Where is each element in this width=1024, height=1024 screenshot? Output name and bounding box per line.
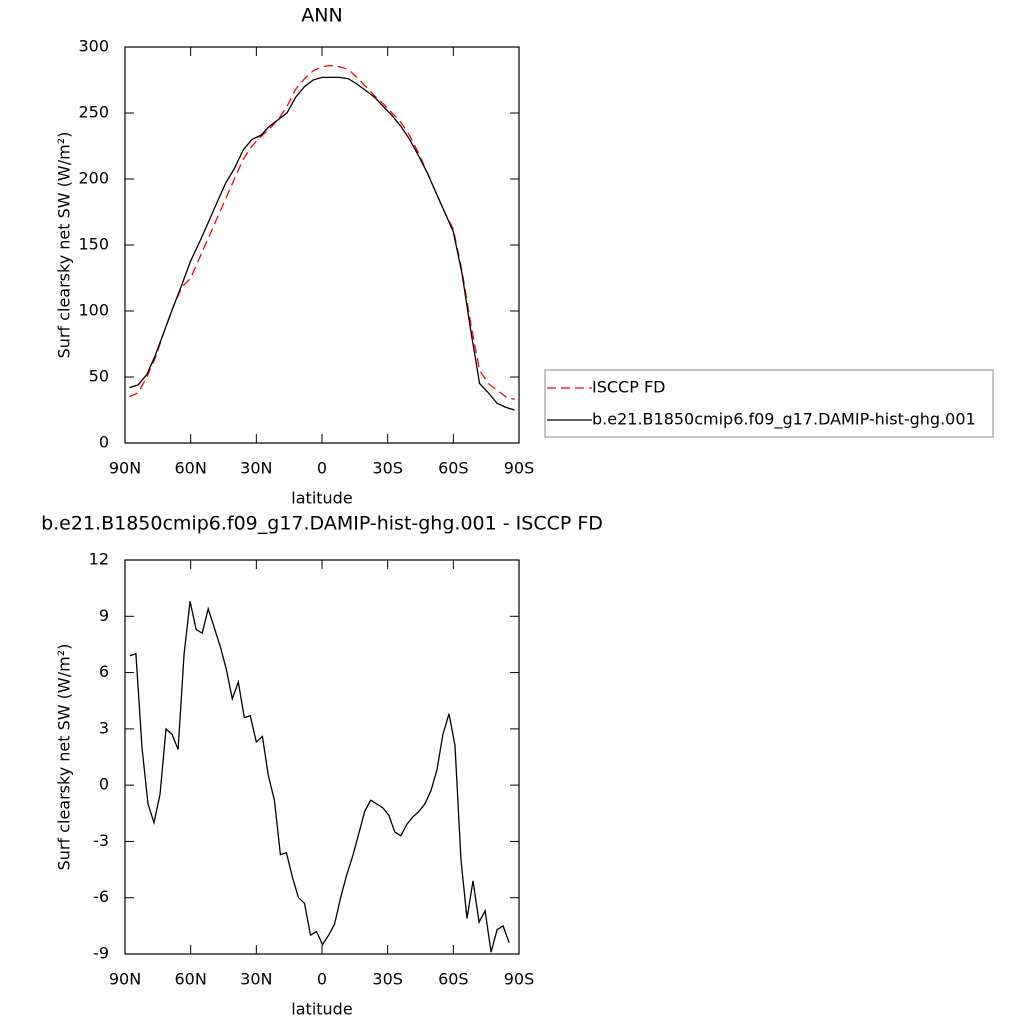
x-tick-label: 60N (175, 970, 207, 989)
x-tick-label: 0 (317, 970, 327, 989)
x-tick-label: 30N (240, 459, 272, 478)
legend-label: b.e21.B1850cmip6.f09_g17.DAMIP-hist-ghg.… (592, 410, 976, 430)
x-tick-label: 90N (109, 970, 141, 989)
x-tick-label: 30S (372, 459, 403, 478)
x-tick-label: 30N (240, 970, 272, 989)
y-tick-label: 9 (99, 606, 109, 625)
x-tick-label: 60S (438, 459, 469, 478)
legend-label: ISCCP FD (592, 378, 665, 397)
x-tick-label: 60N (175, 459, 207, 478)
x-tick-label: 90N (109, 459, 141, 478)
x-tick-label: 0 (317, 459, 327, 478)
chart-title: b.e21.B1850cmip6.f09_g17.DAMIP-hist-ghg.… (41, 513, 603, 535)
y-tick-label: 12 (89, 550, 109, 569)
x-tick-label: 90S (504, 459, 535, 478)
plot-frame (124, 559, 520, 955)
y-tick-label: 150 (78, 235, 109, 254)
x-tick-label: 60S (438, 970, 469, 989)
y-tick-label: -3 (93, 831, 109, 850)
x-axis-label: latitude (291, 489, 352, 508)
x-tick-label: 30S (372, 970, 403, 989)
x-tick-label: 90S (504, 970, 535, 989)
y-tick-label: 250 (78, 103, 109, 122)
legend-box (544, 369, 994, 438)
data-line (129, 76, 515, 411)
y-tick-label: 50 (89, 367, 109, 386)
y-tick-label: 0 (99, 433, 109, 452)
y-axis-label: Surf clearsky net SW (W/m²) (55, 132, 74, 359)
y-tick-label: 6 (99, 662, 109, 681)
x-axis-label: latitude (291, 1000, 352, 1019)
y-tick-label: -6 (93, 887, 109, 906)
plot-frame (124, 46, 520, 444)
y-tick-label: 200 (78, 169, 109, 188)
y-tick-label: 0 (99, 775, 109, 794)
y-tick-label: 100 (78, 301, 109, 320)
data-line (129, 601, 510, 953)
data-line (129, 64, 515, 401)
y-axis-label: Surf clearsky net SW (W/m²) (55, 644, 74, 871)
chart-title: ANN (301, 5, 342, 27)
y-tick-label: 300 (78, 37, 109, 56)
y-tick-label: 3 (99, 718, 109, 737)
y-tick-label: -9 (93, 944, 109, 963)
